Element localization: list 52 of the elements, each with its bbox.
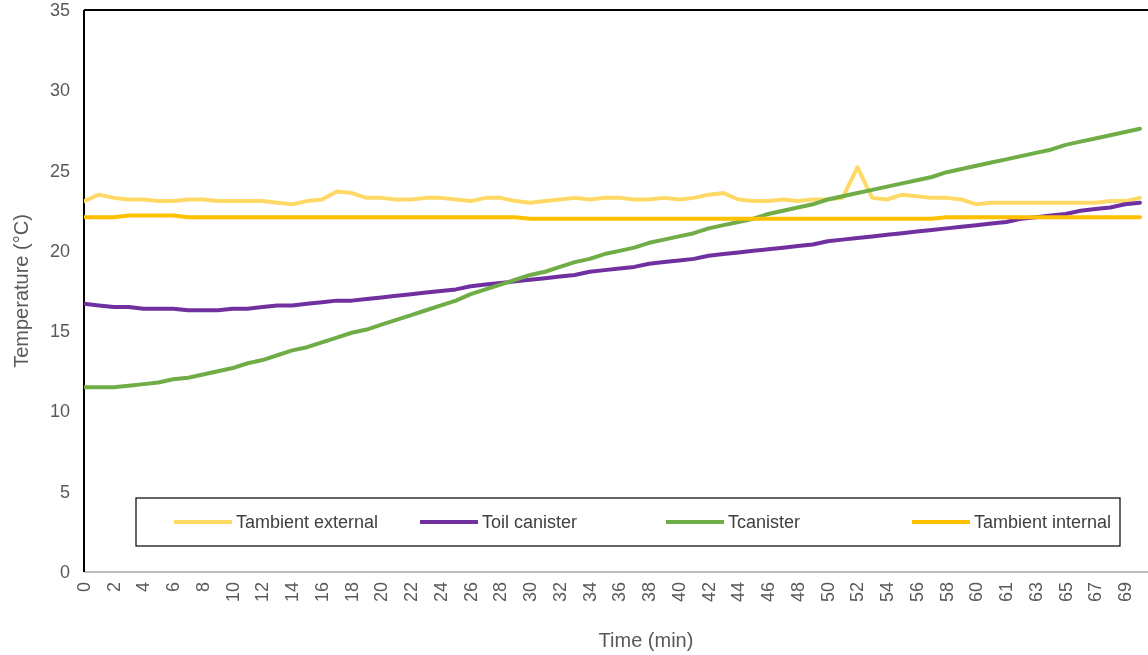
line-series [84, 200, 1142, 313]
legend-label: Toil canister [482, 512, 578, 532]
x-tick-label: 30 [520, 582, 541, 603]
y-tick-label: 35 [49, 0, 70, 20]
x-tick-label: 0 [74, 582, 94, 593]
x-tick-label: 34 [579, 582, 600, 603]
x-tick-label: 58 [936, 582, 957, 603]
x-tick-label: 63 [1025, 582, 1046, 603]
y-tick-label: 30 [49, 80, 70, 101]
x-tick-label: 46 [758, 582, 779, 603]
x-tick-label: 69 [1115, 582, 1136, 603]
x-tick-label: 18 [341, 582, 362, 603]
x-tick-label: 50 [817, 582, 838, 603]
line-series [84, 126, 1142, 390]
x-tick-label: 20 [371, 582, 392, 603]
x-tick-label: 38 [639, 582, 660, 603]
legend-label: Tambient external [236, 512, 379, 532]
x-tick-label: 32 [549, 582, 570, 603]
x-tick-label: 24 [430, 582, 451, 603]
x-tick-label: 4 [133, 582, 154, 593]
x-tick-label: 44 [728, 582, 749, 603]
line-series [84, 165, 1142, 207]
x-tick-label: 16 [311, 582, 332, 603]
x-tick-label: 65 [1055, 582, 1076, 603]
y-axis-title: Temperature (°C) [10, 214, 32, 368]
x-tick-label: 2 [103, 582, 124, 593]
x-tick-label: 67 [1085, 582, 1106, 603]
x-tick-label: 14 [282, 582, 303, 603]
x-tick-label: 48 [787, 582, 808, 603]
x-tick-label: 12 [252, 582, 273, 603]
x-tick-label: 60 [966, 582, 987, 603]
x-tick-label: 42 [698, 582, 719, 603]
x-tick-label: 61 [996, 582, 1017, 603]
y-tick-label: 15 [49, 321, 70, 342]
y-tick-label: 25 [49, 160, 70, 181]
legend-label: Tambient internal [974, 512, 1112, 532]
x-tick-label: 52 [847, 582, 868, 603]
y-tick-label: 10 [49, 401, 70, 422]
x-tick-label: 22 [401, 582, 422, 603]
y-tick-label: 5 [59, 481, 70, 502]
x-tick-label: 56 [906, 582, 927, 603]
x-axis-title: Time (min) [598, 629, 694, 651]
x-tick-label: 36 [609, 582, 630, 603]
y-tick-label: 20 [49, 240, 70, 261]
x-tick-label: 40 [668, 582, 689, 603]
x-tick-label: 28 [490, 582, 511, 603]
legend-label: Tcanister [728, 512, 801, 532]
x-tick-label: 6 [163, 582, 184, 593]
x-tick-label: 10 [222, 582, 243, 603]
x-tick-label: 8 [192, 582, 213, 593]
x-tick-label: 54 [877, 582, 898, 603]
x-tick-label: 26 [460, 582, 481, 603]
